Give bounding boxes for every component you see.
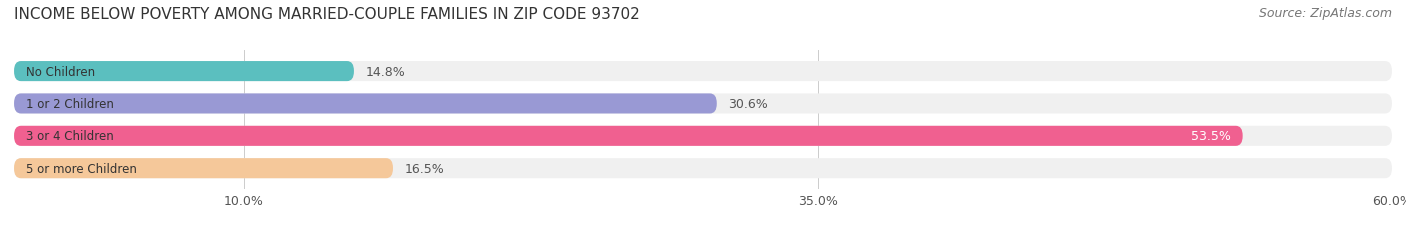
Text: 3 or 4 Children: 3 or 4 Children [25, 130, 114, 143]
FancyBboxPatch shape [14, 94, 1392, 114]
Text: 5 or more Children: 5 or more Children [25, 162, 136, 175]
Text: INCOME BELOW POVERTY AMONG MARRIED-COUPLE FAMILIES IN ZIP CODE 93702: INCOME BELOW POVERTY AMONG MARRIED-COUPL… [14, 7, 640, 22]
Text: No Children: No Children [25, 65, 94, 78]
FancyBboxPatch shape [14, 126, 1243, 146]
Text: 30.6%: 30.6% [728, 97, 768, 110]
Text: 1 or 2 Children: 1 or 2 Children [25, 97, 114, 110]
FancyBboxPatch shape [14, 126, 1392, 146]
Text: 16.5%: 16.5% [405, 162, 444, 175]
FancyBboxPatch shape [14, 94, 717, 114]
Text: 14.8%: 14.8% [366, 65, 405, 78]
FancyBboxPatch shape [14, 62, 1392, 82]
Text: 53.5%: 53.5% [1191, 130, 1232, 143]
FancyBboxPatch shape [14, 158, 1392, 179]
FancyBboxPatch shape [14, 62, 354, 82]
Text: Source: ZipAtlas.com: Source: ZipAtlas.com [1258, 7, 1392, 20]
FancyBboxPatch shape [14, 158, 394, 179]
